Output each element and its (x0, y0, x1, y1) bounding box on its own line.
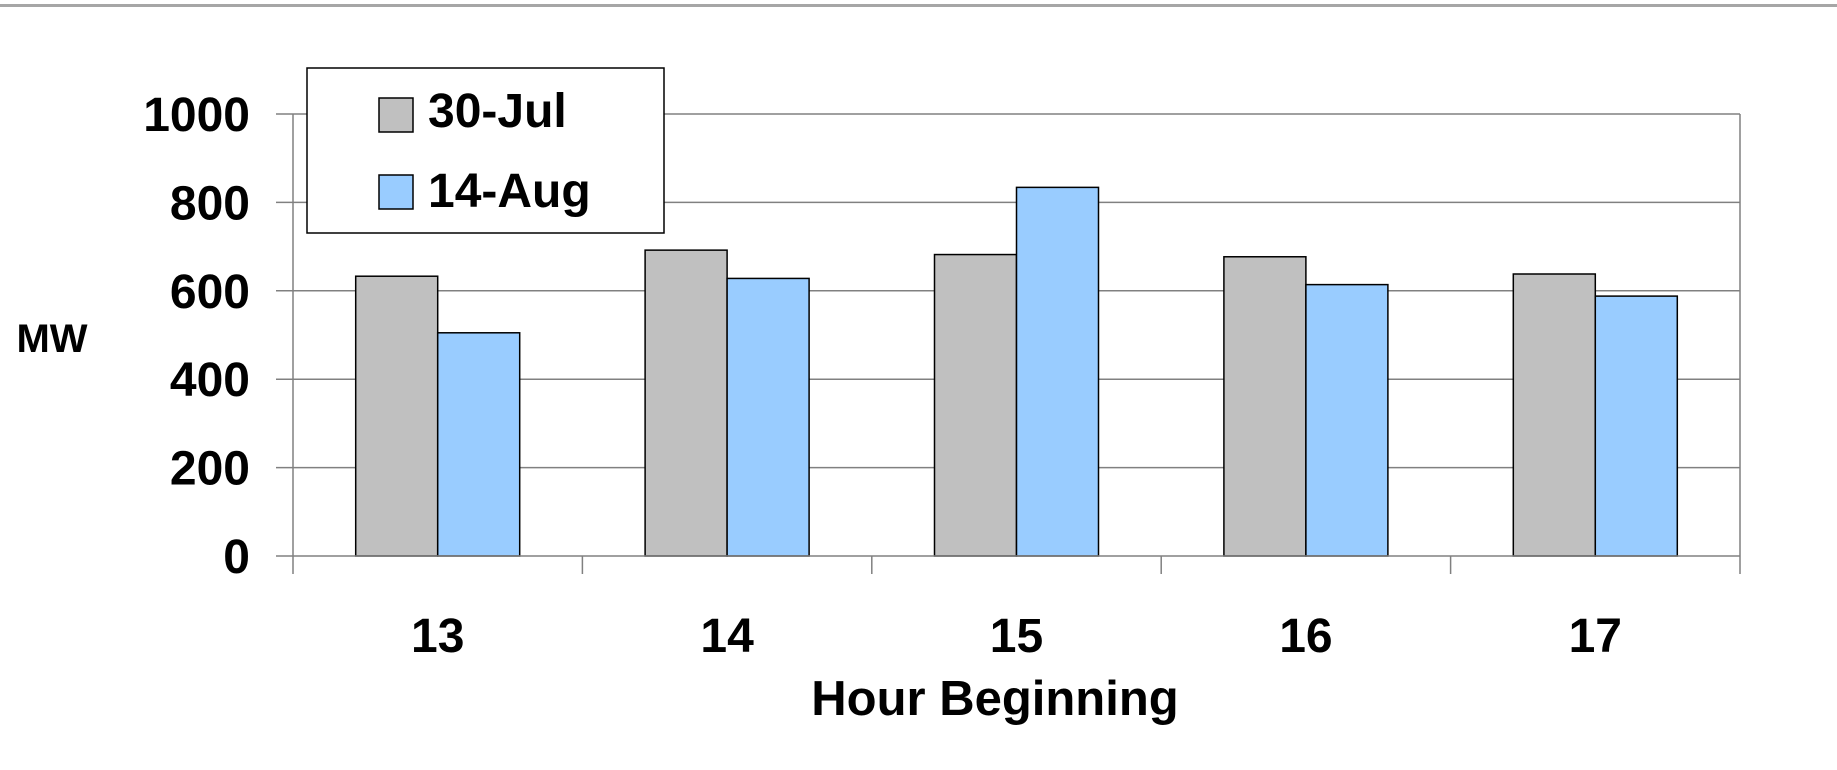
y-tick-labels: 0 200 400 600 800 1000 (143, 89, 250, 584)
legend-label-30-jul: 30-Jul (428, 85, 567, 138)
bar-30-jul-13 (354, 275, 439, 557)
legend: 30-Jul 14-Aug (306, 67, 665, 234)
legend-label-14-aug: 14-Aug (428, 165, 591, 218)
x-tick-label-15: 15 (990, 610, 1043, 663)
y-tick-label-400: 400 (170, 354, 250, 407)
top-rule (0, 4, 1837, 7)
legend-box (306, 67, 665, 234)
y-tick-label-1000: 1000 (143, 89, 250, 142)
bar-14-aug-16 (1305, 283, 1389, 557)
bars (354, 186, 1679, 557)
y-tick-label-0: 0 (223, 531, 250, 584)
bar-14-aug-14 (726, 277, 810, 557)
bar-30-jul-16 (1223, 256, 1307, 557)
y-tick-label-800: 800 (170, 177, 250, 230)
y-axis-title: MW (16, 317, 87, 361)
axes (276, 113, 1741, 574)
y-tick-label-200: 200 (170, 443, 250, 496)
bar-14-aug-15 (1015, 186, 1100, 557)
bar-14-aug-13 (436, 332, 521, 557)
x-axis-title: Hour Beginning (811, 672, 1178, 726)
x-tick-labels: 13 14 15 16 17 (411, 610, 1622, 663)
bar-14-aug-17 (1594, 295, 1679, 557)
bar-30-jul-15 (933, 253, 1018, 557)
x-tick-label-13: 13 (411, 610, 464, 663)
bar-30-jul-17 (1512, 273, 1597, 557)
bar-30-jul-14 (644, 249, 728, 557)
legend-swatch-30-jul (378, 97, 414, 133)
x-tick-label-14: 14 (700, 610, 754, 663)
y-tick-label-600: 600 (170, 266, 250, 319)
x-tick-label-17: 17 (1569, 610, 1622, 663)
x-tick-label-16: 16 (1279, 610, 1332, 663)
legend-swatch-14-aug (378, 174, 414, 210)
